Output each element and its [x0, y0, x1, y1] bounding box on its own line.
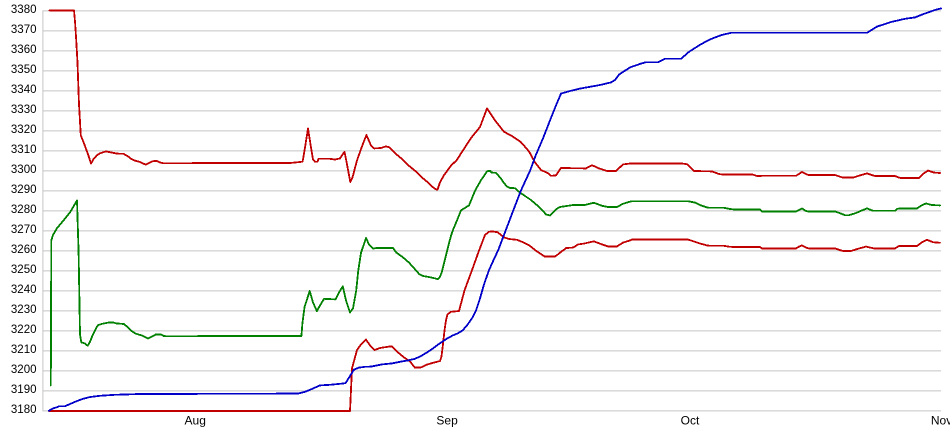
svg-text:Sep: Sep	[436, 413, 458, 427]
svg-text:3220: 3220	[11, 324, 37, 336]
svg-text:3310: 3310	[11, 144, 37, 156]
svg-text:3290: 3290	[11, 184, 37, 196]
svg-text:3250: 3250	[11, 264, 37, 276]
svg-text:3180: 3180	[11, 404, 37, 416]
svg-text:3360: 3360	[11, 44, 37, 56]
svg-text:3200: 3200	[11, 364, 37, 376]
svg-text:3320: 3320	[11, 124, 37, 136]
svg-text:3380: 3380	[11, 4, 37, 16]
svg-text:3210: 3210	[11, 344, 37, 356]
svg-text:3230: 3230	[11, 304, 37, 316]
svg-text:3280: 3280	[11, 204, 37, 216]
svg-text:3330: 3330	[11, 104, 37, 116]
svg-text:3190: 3190	[11, 384, 37, 396]
svg-text:3270: 3270	[11, 224, 37, 236]
svg-text:3350: 3350	[11, 64, 37, 76]
svg-text:3260: 3260	[11, 244, 37, 256]
svg-text:3370: 3370	[11, 24, 37, 36]
svg-text:3340: 3340	[11, 84, 37, 96]
svg-text:Oct: Oct	[681, 413, 700, 427]
svg-text:3240: 3240	[11, 284, 37, 296]
svg-text:3300: 3300	[11, 164, 37, 176]
svg-text:Nov: Nov	[931, 413, 950, 427]
svg-text:Aug: Aug	[185, 413, 206, 427]
